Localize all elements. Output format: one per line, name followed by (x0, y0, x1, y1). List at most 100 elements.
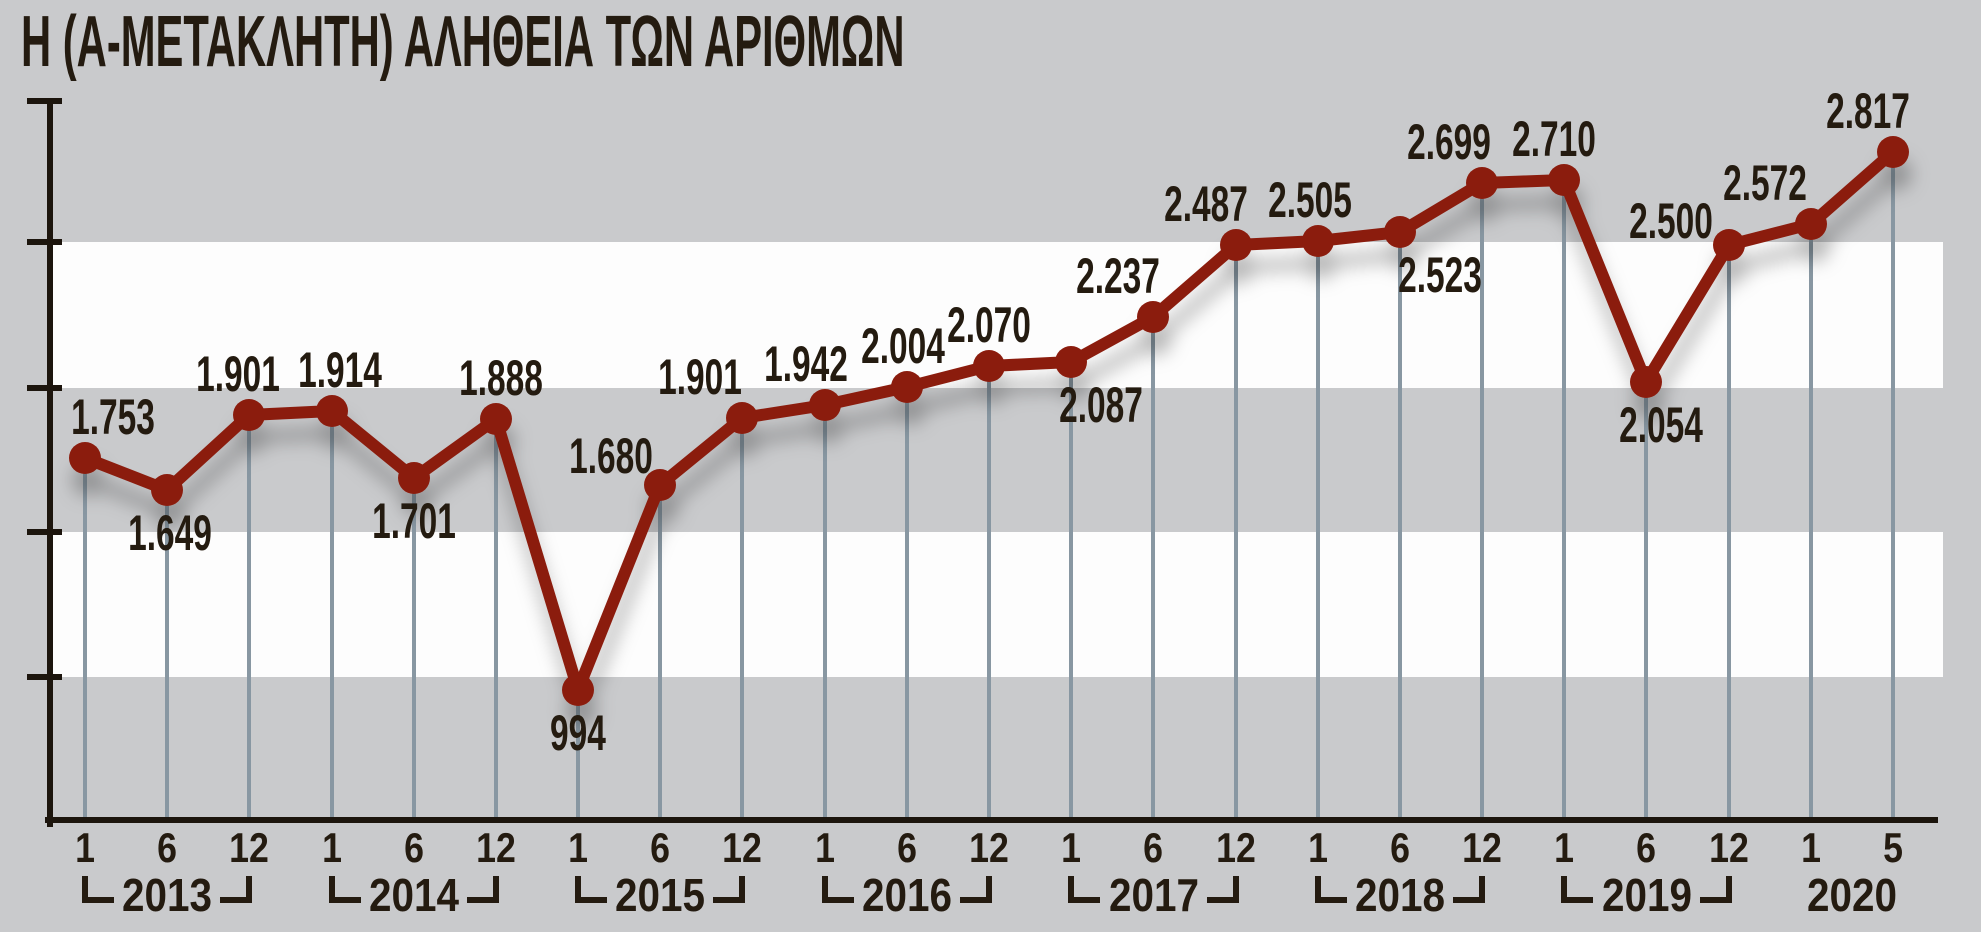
dropline (658, 485, 662, 817)
data-point-marker (973, 350, 1005, 382)
value-label: 2.487 (1164, 176, 1248, 232)
y-axis-tick (27, 98, 62, 104)
data-point-marker (562, 674, 594, 706)
data-point-marker (891, 371, 923, 403)
x-axis-year-label: 2015 (614, 869, 706, 921)
x-axis-month-label: 12 (476, 824, 516, 871)
x-axis-month-label: 6 (1636, 824, 1656, 871)
x-axis-year-label: 2020 (1806, 869, 1898, 921)
dropline (576, 690, 580, 817)
y-axis-tick (27, 239, 62, 245)
value-label: 1.901 (658, 349, 742, 405)
x-axis-year-label: 2017 (1108, 869, 1200, 921)
year-bracket-right (467, 876, 499, 903)
x-axis-month-label: 1 (1554, 824, 1574, 871)
year-bracket-left (575, 876, 607, 903)
dropline (823, 405, 827, 817)
dropline (330, 411, 334, 817)
value-label: 1.888 (459, 350, 543, 406)
data-point-marker (1795, 208, 1827, 240)
dropline (740, 418, 744, 817)
year-bracket-left (1315, 876, 1347, 903)
data-point-marker (726, 402, 758, 434)
page-title: Η (Α-ΜΕΤΑΚΛΗΤΗ) ΑΛΗΘΕΙΑ ΤΩΝ ΑΡΙΘΜΩΝ (21, 2, 905, 82)
data-point-marker (1302, 225, 1334, 257)
data-point-marker (69, 442, 101, 474)
dropline (1151, 317, 1155, 817)
value-label: 2.699 (1407, 114, 1491, 170)
dropline (83, 458, 87, 817)
value-label: 1.914 (298, 342, 382, 398)
x-axis-month-label: 12 (1462, 824, 1502, 871)
x-axis-month-label: 6 (650, 824, 670, 871)
value-label: 2.004 (861, 318, 945, 374)
value-label: 2.523 (1398, 247, 1482, 303)
data-point-marker (1384, 216, 1416, 248)
year-bracket-right (1700, 876, 1732, 903)
x-axis-year-label: 2014 (368, 869, 460, 921)
year-bracket-right (1453, 876, 1485, 903)
white-band (50, 532, 1943, 677)
dropline (1480, 183, 1484, 817)
value-label: 1.901 (196, 346, 280, 402)
x-axis-month-label: 1 (815, 824, 835, 871)
year-bracket-left (1561, 876, 1593, 903)
year-bracket-right (713, 876, 745, 903)
dropline (1398, 232, 1402, 817)
x-axis-year-label: 2019 (1601, 869, 1693, 921)
data-point-marker (1055, 346, 1087, 378)
x-axis-month-label: 1 (322, 824, 342, 871)
value-label: 1.753 (71, 389, 155, 445)
dropline (1562, 180, 1566, 817)
value-label: 2.237 (1076, 248, 1160, 304)
dropline (165, 490, 169, 817)
value-label: 1.649 (128, 505, 212, 561)
data-point-marker (644, 469, 676, 501)
x-axis-line (45, 817, 1938, 823)
data-point-marker (480, 403, 512, 435)
x-axis-year-label: 2018 (1354, 869, 1446, 921)
x-axis-month-label: 1 (75, 824, 95, 871)
data-point-marker (1548, 164, 1580, 196)
x-axis-month-label: 6 (404, 824, 424, 871)
x-axis-month-label: 1 (1308, 824, 1328, 871)
x-axis-month-label: 12 (969, 824, 1009, 871)
x-axis-month-label: 12 (229, 824, 269, 871)
data-point-marker (1466, 167, 1498, 199)
y-axis-line (47, 101, 53, 827)
dropline (247, 415, 251, 817)
dropline (1727, 245, 1731, 817)
dropline (494, 419, 498, 817)
year-bracket-left (822, 876, 854, 903)
data-point-marker (1877, 136, 1909, 168)
x-axis-month-label: 1 (1801, 824, 1821, 871)
data-point-marker (233, 399, 265, 431)
dropline (905, 387, 909, 817)
x-axis-month-label: 12 (722, 824, 762, 871)
dropline (1069, 362, 1073, 817)
y-axis-tick (27, 385, 62, 391)
value-label: 1.701 (372, 493, 456, 549)
data-point-marker (1137, 301, 1169, 333)
x-axis-month-label: 12 (1216, 824, 1256, 871)
year-bracket-right (1207, 876, 1239, 903)
value-label: 2.087 (1059, 377, 1143, 433)
dropline (1644, 382, 1648, 817)
value-label: 2.817 (1826, 83, 1910, 139)
x-axis-month-label: 6 (1390, 824, 1410, 871)
x-axis-month-label: 5 (1883, 824, 1903, 871)
value-label: 1.680 (569, 428, 653, 484)
dropline (1809, 224, 1813, 817)
x-axis-month-label: 6 (897, 824, 917, 871)
data-point-marker (151, 474, 183, 506)
dropline (1234, 245, 1238, 817)
dropline (987, 366, 991, 817)
x-axis-year-label: 2016 (861, 869, 953, 921)
x-axis-month-label: 1 (568, 824, 588, 871)
x-axis-month-label: 6 (157, 824, 177, 871)
data-point-marker (1713, 229, 1745, 261)
data-point-marker (809, 389, 841, 421)
x-axis-month-label: 12 (1709, 824, 1749, 871)
